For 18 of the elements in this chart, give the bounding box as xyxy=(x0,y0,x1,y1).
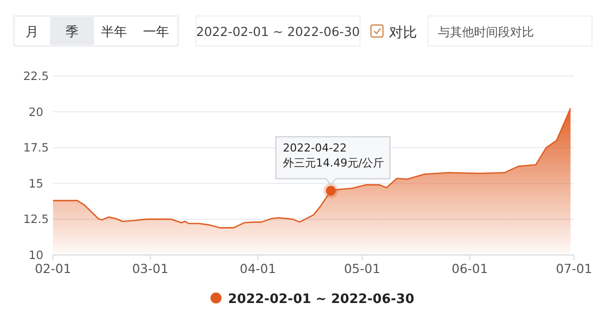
x-tick-label: 03-01 xyxy=(132,261,168,276)
compare-field: 与其他时间段对比 xyxy=(428,16,592,46)
x-tick-label: 02-01 xyxy=(34,261,72,276)
x-tick-label: 04-01 xyxy=(240,261,276,276)
y-tick-label: 15 xyxy=(28,176,44,190)
text: 对比 xyxy=(389,25,417,41)
y-tick-label: 20 xyxy=(28,104,44,119)
y-tick-label: 17.5 xyxy=(23,140,49,155)
x-tick-label: 06-01 xyxy=(452,261,488,276)
y-tick-label: 10 xyxy=(28,248,44,262)
legend-label: 2022-02-01 ~ 2022-06-30 xyxy=(228,292,414,307)
y-tick-label: 12.5 xyxy=(23,212,49,226)
x-tick-label: 05-01 xyxy=(344,261,380,276)
date-range-field: 2022-02-01 ~ 2022-06-30 xyxy=(196,16,360,46)
y-tick-label: 22.5 xyxy=(23,69,49,83)
x-tick-label: 07-01 xyxy=(556,261,592,276)
annotation: 2022-04-22 外三元14.49元/公斤 xyxy=(282,142,384,170)
range-toggle: 月 季 半年 一年 xyxy=(14,16,178,46)
